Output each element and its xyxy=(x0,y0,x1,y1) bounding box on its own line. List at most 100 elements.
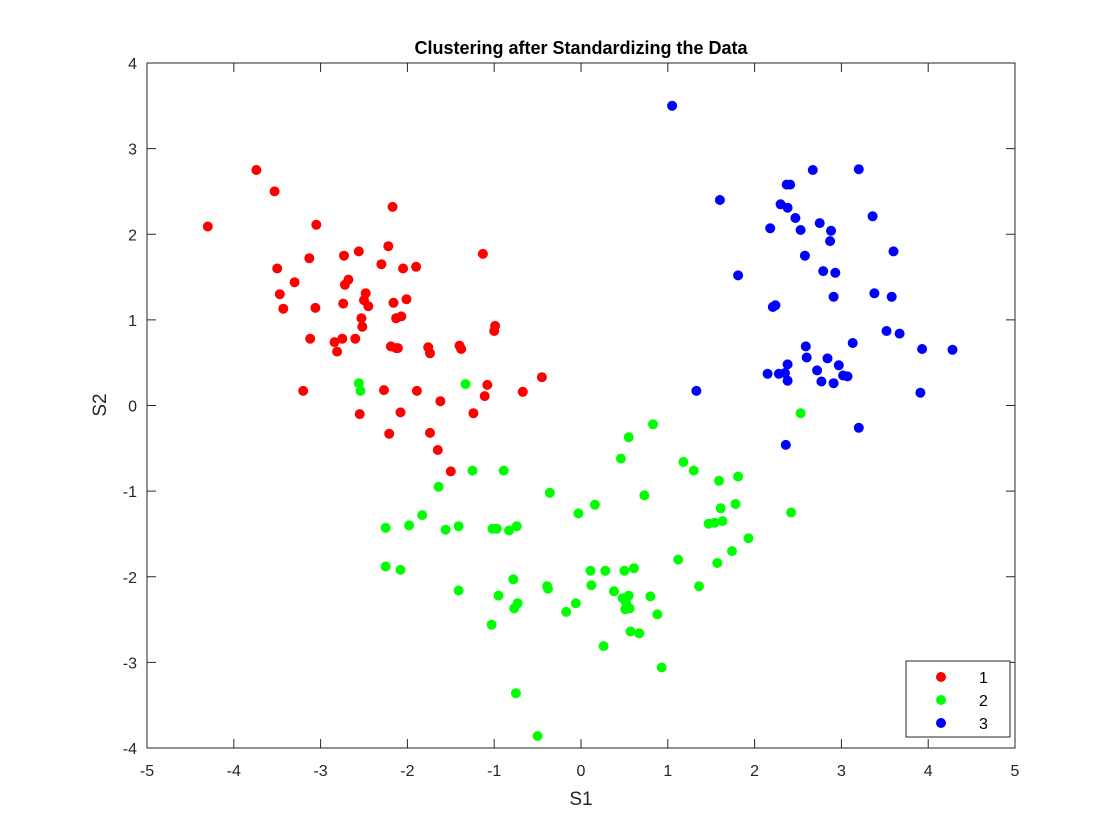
data-point-cluster-3 xyxy=(915,387,926,398)
x-tick-label: 2 xyxy=(750,763,759,780)
data-point-cluster-3 xyxy=(947,344,958,355)
data-point-cluster-3 xyxy=(828,378,839,389)
data-point-cluster-1 xyxy=(401,294,412,305)
data-point-cluster-3 xyxy=(833,360,844,371)
axes-frame xyxy=(146,62,1016,749)
data-point-cluster-3 xyxy=(847,338,858,348)
data-point-cluster-1 xyxy=(360,288,371,299)
data-point-cluster-3 xyxy=(853,164,864,175)
data-point-cluster-2 xyxy=(498,465,509,476)
data-point-cluster-3 xyxy=(780,368,790,378)
data-point-cluster-2 xyxy=(743,533,754,544)
data-point-cluster-2 xyxy=(417,510,428,521)
data-point-cluster-2 xyxy=(486,619,497,630)
data-point-cluster-1 xyxy=(517,386,528,397)
data-point-cluster-3 xyxy=(869,288,880,299)
data-point-cluster-1 xyxy=(251,165,262,175)
data-point-cluster-2 xyxy=(512,598,523,609)
data-point-cluster-2 xyxy=(493,590,504,601)
data-point-cluster-3 xyxy=(917,344,928,354)
data-point-cluster-2 xyxy=(510,688,521,699)
data-point-cluster-2 xyxy=(573,508,584,519)
data-point-cluster-1 xyxy=(482,379,493,390)
data-point-cluster-3 xyxy=(782,359,793,370)
x-tick-label: 0 xyxy=(577,763,586,780)
data-point-cluster-3 xyxy=(795,225,806,235)
data-point-cluster-1 xyxy=(202,221,213,232)
data-point-cluster-2 xyxy=(714,475,724,486)
data-point-cluster-1 xyxy=(425,427,435,438)
data-point-cluster-1 xyxy=(269,186,280,197)
data-point-cluster-1 xyxy=(392,343,403,354)
data-point-cluster-2 xyxy=(709,517,720,528)
data-point-cluster-2 xyxy=(355,385,366,396)
data-point-cluster-2 xyxy=(625,626,636,637)
data-point-cluster-1 xyxy=(338,298,349,309)
data-point-cluster-1 xyxy=(396,311,407,322)
data-point-cluster-3 xyxy=(816,376,827,387)
data-point-cluster-2 xyxy=(532,731,543,741)
data-point-cluster-1 xyxy=(357,321,368,332)
data-point-cluster-2 xyxy=(688,465,699,476)
data-point-cluster-1 xyxy=(490,320,501,331)
x-tick-label: -1 xyxy=(487,763,501,780)
y-tick-label: -1 xyxy=(123,484,137,501)
data-point-cluster-1 xyxy=(477,248,488,259)
data-point-cluster-2 xyxy=(453,585,464,596)
data-point-cluster-1 xyxy=(425,348,435,359)
series-3-points xyxy=(667,100,958,450)
data-point-cluster-3 xyxy=(814,218,825,229)
data-point-cluster-2 xyxy=(645,591,656,602)
data-point-cluster-1 xyxy=(411,261,422,272)
y-tick-label: 4 xyxy=(128,56,137,73)
data-point-cluster-1 xyxy=(339,250,349,261)
data-point-cluster-1 xyxy=(332,346,343,357)
data-point-cluster-3 xyxy=(801,352,812,363)
data-point-cluster-1 xyxy=(468,408,479,419)
chart-title: Clustering after Standardizing the Data xyxy=(414,38,748,58)
data-point-cluster-2 xyxy=(615,453,626,464)
data-point-cluster-1 xyxy=(376,259,387,270)
data-point-cluster-2 xyxy=(795,408,806,419)
data-point-cluster-1 xyxy=(445,466,456,477)
data-point-cluster-1 xyxy=(356,313,367,324)
legend-marker-3 xyxy=(936,718,946,728)
data-point-cluster-1 xyxy=(278,303,289,314)
x-tick-label: 4 xyxy=(924,763,933,780)
data-point-cluster-3 xyxy=(853,422,864,433)
data-point-cluster-3 xyxy=(790,213,801,223)
data-point-cluster-1 xyxy=(398,263,409,274)
y-tick-label: -3 xyxy=(123,655,137,672)
data-point-cluster-3 xyxy=(818,266,829,277)
data-point-cluster-1 xyxy=(411,385,422,396)
data-point-cluster-1 xyxy=(311,219,322,230)
legend-label-2: 2 xyxy=(979,693,988,710)
data-point-cluster-3 xyxy=(888,246,899,257)
data-point-cluster-2 xyxy=(712,558,723,568)
data-point-cluster-1 xyxy=(274,289,285,300)
data-point-cluster-1 xyxy=(536,372,547,383)
data-point-cluster-3 xyxy=(830,267,841,278)
y-axis-label: S2 xyxy=(90,393,111,416)
series-2-points xyxy=(353,378,806,741)
data-point-cluster-1 xyxy=(343,274,354,285)
data-point-cluster-1 xyxy=(337,333,348,344)
data-point-cluster-1 xyxy=(304,253,315,264)
legend-entries: 1 2 3 xyxy=(936,670,988,733)
data-point-cluster-2 xyxy=(544,487,555,498)
data-point-cluster-2 xyxy=(504,525,514,536)
data-point-cluster-2 xyxy=(453,521,464,532)
data-point-cluster-2 xyxy=(404,520,415,531)
x-tick-label: -3 xyxy=(313,763,327,780)
data-point-cluster-2 xyxy=(491,523,502,534)
data-point-cluster-2 xyxy=(395,564,406,575)
data-point-cluster-2 xyxy=(715,503,726,514)
x-tick-label: -5 xyxy=(140,763,154,780)
data-point-cluster-2 xyxy=(623,432,634,443)
x-tick-label: -4 xyxy=(227,763,241,780)
data-point-cluster-1 xyxy=(289,277,300,288)
data-point-cluster-2 xyxy=(467,465,478,476)
data-point-cluster-3 xyxy=(812,365,823,376)
data-point-cluster-1 xyxy=(350,333,361,344)
data-point-cluster-2 xyxy=(673,554,684,565)
